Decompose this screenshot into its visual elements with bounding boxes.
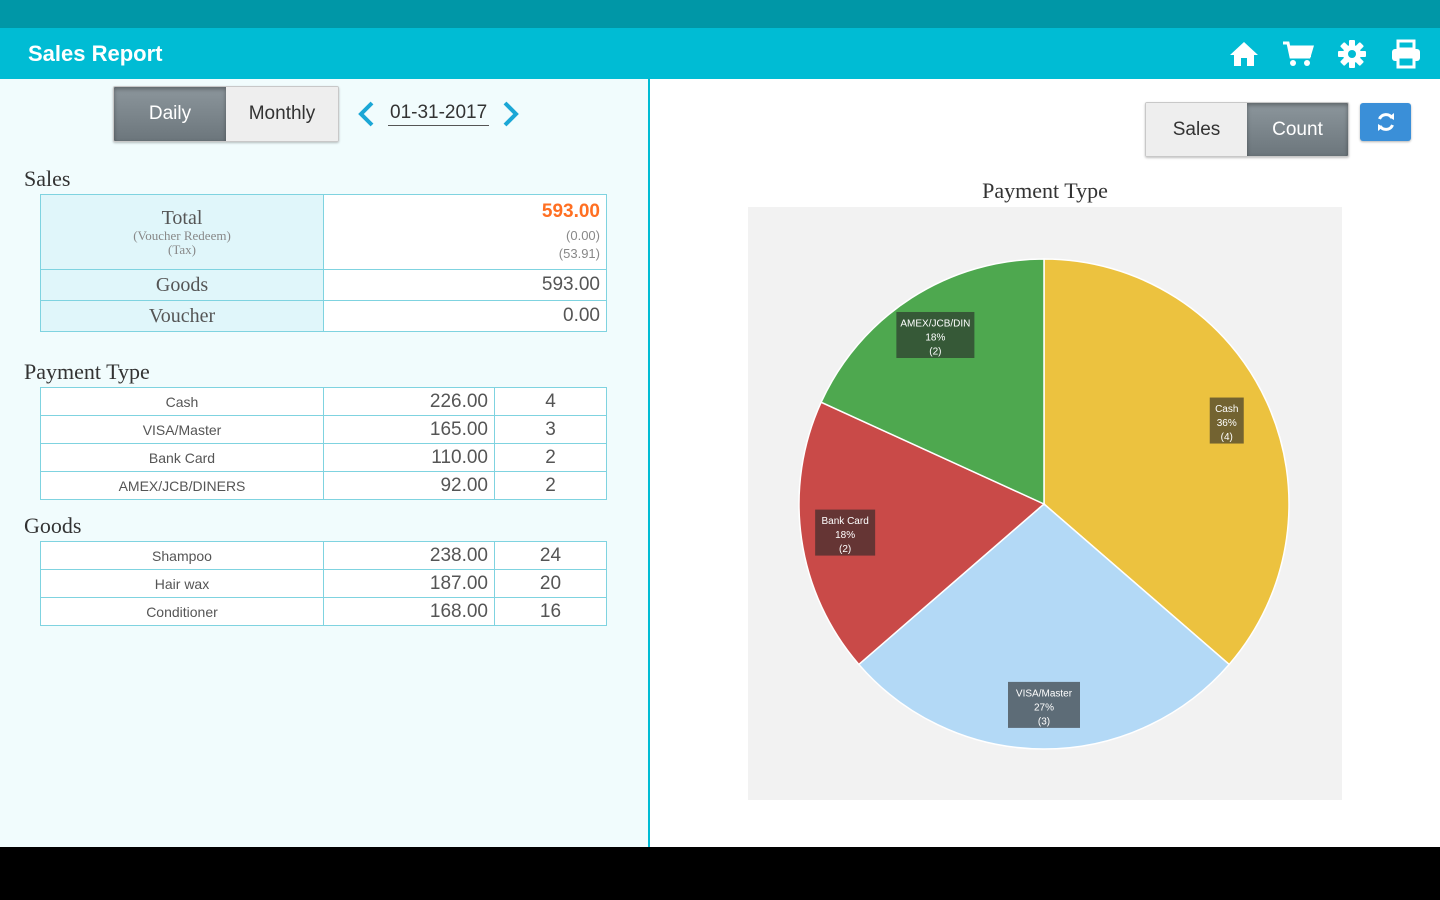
- table-row: Shampoo 238.00 24: [40, 541, 607, 570]
- voucher-label: Voucher: [40, 300, 324, 332]
- table-row: VISA/Master 165.00 3: [40, 415, 607, 444]
- printer-icon[interactable]: [1390, 38, 1422, 70]
- tax-label: (Tax): [168, 242, 196, 257]
- slice-count-label: (2): [839, 544, 851, 555]
- date-field[interactable]: 01-31-2017: [388, 102, 490, 126]
- goods-amount: 187.00: [323, 569, 495, 598]
- payment-type-section-title: Payment Type: [24, 359, 150, 384]
- goods-name: Conditioner: [40, 597, 324, 626]
- goods-amount: 168.00: [323, 597, 495, 626]
- sales-metric-button[interactable]: Sales: [1146, 103, 1247, 156]
- count-metric-button[interactable]: Count: [1247, 103, 1348, 156]
- goods-count: 24: [494, 541, 607, 570]
- pie-slice-label: Bank Card 18% (2): [815, 509, 876, 556]
- payment-amount: 92.00: [323, 471, 495, 500]
- system-nav-bar: [0, 847, 1440, 900]
- slice-name-label: VISA/Master: [1016, 689, 1073, 700]
- table-row: Conditioner 168.00 16: [40, 597, 607, 626]
- panel-divider: [648, 79, 650, 847]
- toolbar-actions: [1228, 28, 1422, 79]
- refresh-button[interactable]: [1360, 103, 1411, 141]
- date-navigator: 01-31-2017: [352, 96, 525, 132]
- pie-slice-amex-jcb-din: [820, 258, 1045, 506]
- pie-slice-label: Cash 36% (4): [1209, 397, 1244, 444]
- chart-metric-toggle: Sales Count: [1145, 102, 1349, 157]
- app-bar: Sales Report: [0, 28, 1440, 79]
- table-row: Hair wax 187.00 20: [40, 569, 607, 598]
- slice-count-label: (2): [929, 347, 941, 358]
- chevron-left-icon[interactable]: [352, 98, 380, 130]
- gear-icon[interactable]: [1336, 38, 1368, 70]
- pie-slice-cash: [1043, 258, 1290, 666]
- goods-table: Shampoo 238.00 24 Hair wax 187.00 20 Con…: [40, 541, 607, 626]
- slice-count-label: (4): [1221, 432, 1233, 443]
- pie-slice-bank-card: [798, 401, 1046, 666]
- slice-name-label: Cash: [1215, 404, 1238, 415]
- slice-name-label: AMEX/JCB/DIN: [900, 319, 970, 330]
- payment-name: Bank Card: [40, 443, 324, 472]
- home-icon[interactable]: [1228, 38, 1260, 70]
- payment-amount: 226.00: [323, 387, 495, 416]
- goods-count: 20: [494, 569, 607, 598]
- slice-percent-label: 36%: [1217, 418, 1237, 429]
- payment-count: 3: [494, 415, 607, 444]
- table-row: AMEX/JCB/DINERS 92.00 2: [40, 471, 607, 500]
- period-toggle: Daily Monthly: [113, 86, 339, 142]
- payment-amount: 165.00: [323, 415, 495, 444]
- tax-value: (53.91): [558, 246, 600, 262]
- goods-count: 16: [494, 597, 607, 626]
- refresh-icon: [1377, 113, 1394, 131]
- table-row: Bank Card 110.00 2: [40, 443, 607, 472]
- cart-icon[interactable]: [1282, 38, 1314, 70]
- total-value-cell: 593.00 (0.00) (53.91): [323, 194, 607, 270]
- payment-name: Cash: [40, 387, 324, 416]
- slice-percent-label: 27%: [1034, 703, 1054, 714]
- total-label-cell: Total (Voucher Redeem) (Tax): [40, 194, 324, 270]
- payment-name: VISA/Master: [40, 415, 324, 444]
- pie-slice-visa-master: [857, 503, 1231, 750]
- payment-name: AMEX/JCB/DINERS: [40, 471, 324, 500]
- sales-section-title: Sales: [24, 166, 71, 191]
- voucher-redeem-value: (0.00): [566, 228, 600, 244]
- goods-name: Shampoo: [40, 541, 324, 570]
- payment-count: 4: [494, 387, 607, 416]
- voucher-redeem-label: (Voucher Redeem): [133, 227, 231, 243]
- monthly-button[interactable]: Monthly: [226, 87, 338, 141]
- slice-name-label: Bank Card: [822, 516, 869, 527]
- app-title: Sales Report: [28, 40, 163, 66]
- payment-count: 2: [494, 471, 607, 500]
- total-value: 593.00: [541, 201, 600, 223]
- status-bar: [0, 0, 1440, 28]
- payment-count: 2: [494, 443, 607, 472]
- table-row: Cash 226.00 4: [40, 387, 607, 416]
- pie-slice-label: AMEX/JCB/DIN 18% (2): [896, 311, 975, 358]
- slice-label-box: [1008, 681, 1080, 728]
- chevron-right-icon[interactable]: [497, 98, 525, 130]
- slice-percent-label: 18%: [925, 333, 945, 344]
- daily-button[interactable]: Daily: [114, 87, 226, 141]
- sales-table: Total (Voucher Redeem) (Tax) 593.00 (0.0…: [40, 194, 607, 332]
- slice-count-label: (3): [1038, 717, 1050, 728]
- chart-title: Payment Type: [982, 178, 1108, 203]
- voucher-value: 0.00: [323, 300, 607, 332]
- goods-section-title: Goods: [24, 513, 82, 538]
- slice-label-box: [815, 509, 876, 556]
- goods-value: 593.00: [323, 269, 607, 301]
- slice-label-box: [1209, 397, 1244, 444]
- slice-percent-label: 18%: [835, 530, 855, 541]
- slice-label-box: [896, 311, 975, 358]
- goods-name: Hair wax: [40, 569, 324, 598]
- total-label: Total: [161, 206, 203, 229]
- goods-label: Goods: [40, 269, 324, 301]
- payment-amount: 110.00: [323, 443, 495, 472]
- payment-type-table: Cash 226.00 4 VISA/Master 165.00 3 Bank …: [40, 387, 607, 500]
- pie-slice-label: VISA/Master 27% (3): [1008, 681, 1080, 728]
- goods-amount: 238.00: [323, 541, 495, 570]
- payment-type-pie-chart: Cash 36% (4) VISA/Master 27% (3) Bank Card 18% (…: [798, 258, 1290, 750]
